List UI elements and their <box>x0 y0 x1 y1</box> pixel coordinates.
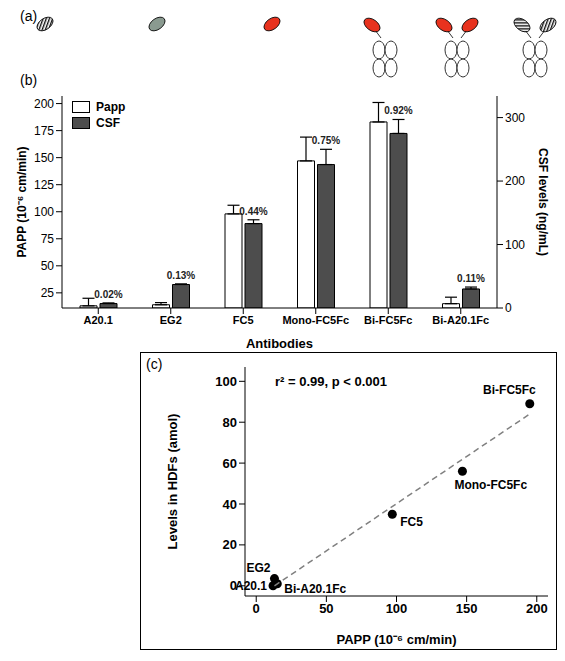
svg-text:0: 0 <box>505 301 512 315</box>
svg-text:40: 40 <box>223 497 237 512</box>
svg-text:25: 25 <box>41 286 55 300</box>
svg-text:A20.1: A20.1 <box>235 579 267 593</box>
svg-text:0: 0 <box>229 578 237 594</box>
svg-text:Antibodies: Antibodies <box>246 336 313 350</box>
svg-text:FC5: FC5 <box>233 314 254 326</box>
svg-text:FC5: FC5 <box>400 515 423 529</box>
svg-text:PAPP (10⁻⁶ cm/min): PAPP (10⁻⁶ cm/min) <box>336 632 456 647</box>
svg-text:200: 200 <box>526 601 548 616</box>
svg-text:0.92%: 0.92% <box>384 105 412 116</box>
svg-text:Bi-FC5Fc: Bi-FC5Fc <box>364 314 412 326</box>
svg-text:0.75%: 0.75% <box>312 135 340 146</box>
html-text:Papp: Papp <box>96 100 126 114</box>
svg-text:Mono-FC5Fc: Mono-FC5Fc <box>454 478 527 492</box>
svg-text:Levels in HDFs (amol): Levels in HDFs (amol) <box>165 414 180 550</box>
svg-text:EG2: EG2 <box>160 314 182 326</box>
svg-text:0.11%: 0.11% <box>457 273 485 284</box>
svg-text:150: 150 <box>34 151 54 165</box>
svg-text:20: 20 <box>223 537 237 552</box>
svg-text:EG2: EG2 <box>246 561 270 575</box>
html-text:(a): (a) <box>20 8 38 24</box>
svg-text:Bi-FC5Fc: Bi-FC5Fc <box>483 383 536 397</box>
svg-text:100: 100 <box>34 205 54 219</box>
svg-text:100: 100 <box>386 601 408 616</box>
svg-text:Bi-A20.1Fc: Bi-A20.1Fc <box>284 582 346 596</box>
svg-text:Bi-A20.1Fc: Bi-A20.1Fc <box>432 314 489 326</box>
svg-text:100: 100 <box>505 238 525 252</box>
svg-text:200: 200 <box>34 97 54 111</box>
svg-text:0: 0 <box>253 601 260 616</box>
svg-text:50: 50 <box>319 601 333 616</box>
svg-text:PAPP (10⁻⁶ cm/min): PAPP (10⁻⁶ cm/min) <box>15 146 29 257</box>
svg-text:80: 80 <box>223 415 237 430</box>
svg-text:175: 175 <box>34 124 54 138</box>
svg-text:125: 125 <box>34 178 54 192</box>
svg-text:0.13%: 0.13% <box>167 270 195 281</box>
svg-text:0.02%: 0.02% <box>94 289 122 300</box>
svg-text:Mono-FC5Fc: Mono-FC5Fc <box>282 314 349 326</box>
svg-text:100: 100 <box>215 374 237 389</box>
html-text:(c): (c) <box>146 356 163 372</box>
html-text:(b): (b) <box>20 72 38 88</box>
svg-text:300: 300 <box>505 111 525 125</box>
svg-text:200: 200 <box>505 174 525 188</box>
svg-text:150: 150 <box>456 601 478 616</box>
html-text:CSF: CSF <box>96 116 120 130</box>
svg-text:75: 75 <box>41 232 55 246</box>
html-text:r² = 0.99, p < 0.001: r² = 0.99, p < 0.001 <box>275 374 387 389</box>
svg-text:A20.1: A20.1 <box>84 314 113 326</box>
svg-text:60: 60 <box>223 456 237 471</box>
svg-text:CSF levels (ng/mL): CSF levels (ng/mL) <box>536 148 550 256</box>
svg-text:50: 50 <box>41 259 55 273</box>
svg-text:0.44%: 0.44% <box>239 206 267 217</box>
